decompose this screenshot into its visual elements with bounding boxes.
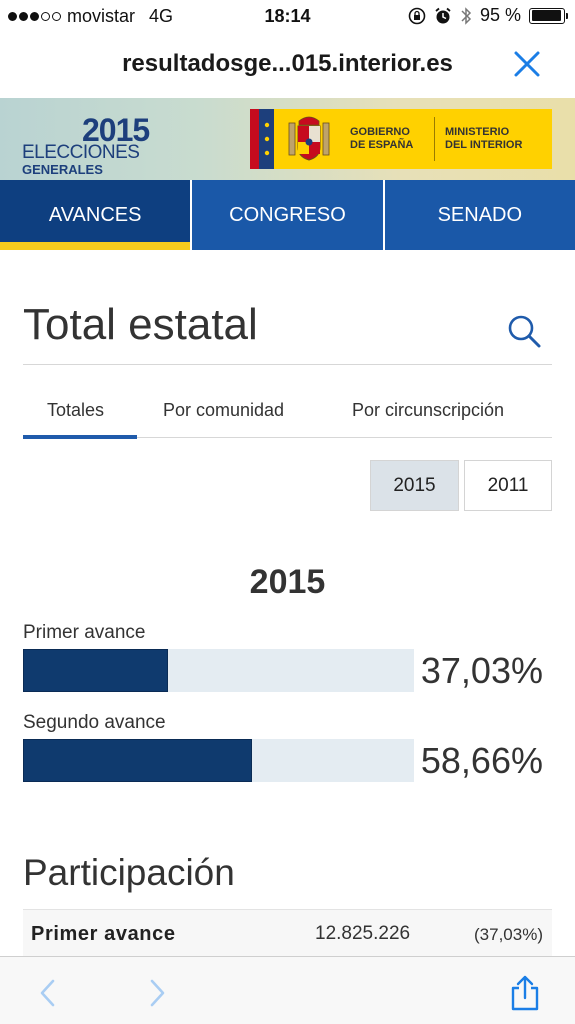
status-bar: movistar 4G 18:14 95 %	[0, 0, 575, 32]
subtab-por-comunidad[interactable]: Por comunidad	[163, 400, 285, 420]
main-nav-tabs: AVANCES CONGRESO SENADO	[0, 180, 575, 250]
signal-dot	[41, 12, 50, 21]
chevron-right-icon[interactable]	[141, 975, 171, 1011]
gov-line1: GOBIERNO	[350, 126, 410, 138]
year-2011-button[interactable]: 2011	[464, 460, 552, 511]
tab-label: CONGRESO	[229, 203, 346, 226]
advance-label: Primer avance	[23, 622, 146, 643]
advance-bar-track	[23, 739, 414, 782]
signal-dot	[8, 12, 17, 21]
search-icon[interactable]	[506, 313, 542, 349]
title-divider	[23, 364, 552, 365]
status-left: movistar 4G	[8, 6, 173, 27]
min-line1: MINISTERIO	[445, 126, 510, 138]
government-name: GOBIERNO DE ESPAÑA	[344, 126, 430, 152]
tab-congreso[interactable]: CONGRESO	[190, 180, 382, 250]
battery-level	[531, 10, 561, 21]
subtab-por-circunscripcion[interactable]: Por circunscripción	[352, 400, 505, 420]
advance-bar-fill	[23, 649, 168, 692]
participation-row-percent: (37,03%)	[474, 925, 543, 944]
signal-dot	[19, 12, 28, 21]
tab-senado[interactable]: SENADO	[382, 180, 575, 250]
rotation-lock-icon	[408, 7, 426, 24]
close-icon[interactable]	[513, 50, 541, 78]
brand-line2: GENERALES	[22, 162, 103, 177]
share-icon[interactable]	[510, 975, 540, 1011]
advance-bar-track	[23, 649, 414, 692]
tab-label: SENADO	[437, 203, 523, 226]
flag-stripe-icon	[250, 109, 274, 169]
carrier-label: movistar	[67, 6, 136, 26]
signal-strength-icon	[8, 12, 61, 21]
active-subtab-indicator	[23, 435, 137, 439]
battery-percent: 95 %	[479, 5, 521, 25]
alarm-icon	[435, 7, 451, 23]
browser-toolbar	[0, 956, 575, 1024]
sub-tabs: Totales Por comunidad Por circunscripció…	[23, 384, 552, 439]
brand-year: 2015	[82, 112, 150, 148]
gov-line2: DE ESPAÑA	[350, 139, 414, 151]
table-row: Primer avance 12.825.226 (37,03%)	[23, 909, 552, 959]
tab-label: AVANCES	[48, 203, 142, 226]
signal-dot	[30, 12, 39, 21]
participation-row-label: Primer avance	[31, 923, 176, 945]
network-label: 4G	[149, 6, 174, 26]
tab-avances[interactable]: AVANCES	[0, 180, 191, 250]
brand-line1: ELECCIONES	[22, 142, 140, 163]
page-title: Total estatal	[23, 300, 258, 349]
browser-url-bar[interactable]: resultadosge...015.interior.es	[0, 32, 575, 98]
clock: 18:14	[264, 6, 311, 26]
advance-percent: 58,66%	[420, 740, 543, 781]
coat-of-arms-icon	[274, 109, 344, 169]
ministry-name: MINISTERIO DEL INTERIOR	[439, 126, 549, 152]
battery-icon	[529, 7, 568, 24]
chevron-left-icon[interactable]	[34, 975, 64, 1011]
year-2015-button[interactable]: 2015	[370, 460, 459, 511]
status-right: 95 %	[408, 5, 568, 26]
government-logo: GOBIERNO DE ESPAÑA MINISTERIO DEL INTERI…	[250, 109, 552, 169]
participation-row-votes: 12.825.226	[315, 923, 411, 944]
elecciones-logo[interactable]: 2015 ELECCIONES GENERALES	[22, 112, 162, 177]
site-header-banner: 2015 ELECCIONES GENERALES	[0, 98, 575, 180]
advances-year-heading: 2015	[249, 563, 326, 601]
signal-dot	[52, 12, 61, 21]
logo-divider	[434, 117, 435, 161]
advance-label: Segundo avance	[23, 712, 166, 733]
subtab-totales[interactable]: Totales	[47, 400, 105, 420]
advance-bar-fill	[23, 739, 253, 782]
bluetooth-icon	[461, 6, 472, 25]
advance-percent: 37,03%	[420, 650, 543, 691]
min-line2: DEL INTERIOR	[445, 139, 523, 151]
participation-title: Participación	[23, 852, 235, 893]
url-text[interactable]: resultadosge...015.interior.es	[122, 50, 453, 77]
